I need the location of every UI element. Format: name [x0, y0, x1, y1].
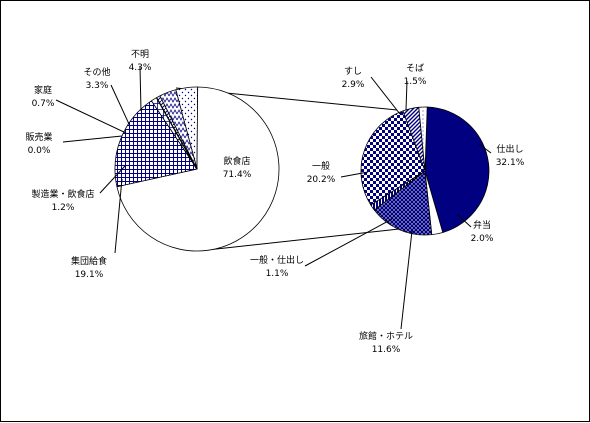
secondary-pie-slice-2	[373, 170, 433, 236]
main-pie	[114, 86, 280, 252]
main-pie-label-1: 集団給食	[71, 255, 107, 267]
main-pie-value-0: 71.4%	[223, 170, 252, 180]
secondary-pie-label-1: 弁当	[473, 219, 491, 231]
main-pie-value-5: 3.3%	[86, 81, 109, 91]
main-pie-slice-1	[114, 100, 198, 188]
secondary-pie-label-2: 旅館・ホテル	[359, 330, 413, 342]
secondary-pie-slice-6	[418, 106, 428, 172]
secondary-pie-value-6: 1.5%	[404, 77, 427, 87]
secondary-pie-leader-1	[457, 214, 472, 228]
secondary-pie-slice-4	[360, 110, 426, 206]
secondary-pie-label-5: すし	[344, 66, 362, 77]
main-pie-leader-4	[55, 99, 127, 134]
secondary-pie-slice-0	[424, 106, 490, 233]
secondary-pie-label-0: 仕出し	[496, 143, 523, 155]
main-pie-leader-1	[114, 178, 123, 254]
secondary-pie-leader-3	[304, 218, 393, 267]
secondary-pie-leader-4	[340, 171, 369, 178]
secondary-pie-leader-6	[405, 80, 408, 111]
main-pie-value-2: 1.2%	[52, 203, 75, 213]
main-pie-value-1: 19.1%	[75, 270, 104, 280]
main-pie-label-6: 不明	[131, 49, 149, 60]
main-pie-label-2: 製造業・飲食店	[31, 188, 94, 200]
main-pie-value-3: 0.0%	[28, 146, 51, 156]
secondary-pie-leader-2	[400, 230, 413, 330]
main-pie-leader-5	[110, 84, 130, 125]
secondary-pie-value-0: 32.1%	[496, 158, 525, 168]
main-pie-leader-6	[139, 66, 142, 112]
main-pie-label-3: 販売業	[25, 131, 52, 143]
secondary-pie-leader-0	[478, 143, 492, 154]
secondary-pie-value-3: 1.1%	[266, 269, 289, 279]
data-labels: 飲食店 71.4% 集団給食 19.1% 製造業・飲食店 1.2% 販売業 0.0% 家庭 0.7…	[25, 49, 524, 355]
main-pie-leader-3	[62, 135, 123, 143]
secondary-pie-label-6: そば	[406, 63, 424, 74]
main-pie-label-4: 家庭	[34, 84, 52, 96]
main-pie-label-0: 飲食店	[223, 155, 250, 167]
secondary-pie	[360, 106, 490, 236]
secondary-pie-value-5: 2.9%	[342, 80, 365, 90]
leader-lines	[55, 66, 492, 330]
secondary-pie-leader-5	[370, 76, 401, 115]
main-pie-value-6: 4.3%	[129, 63, 152, 73]
main-pie-value-4: 0.7%	[32, 99, 55, 109]
main-pie-label-5: その他	[83, 66, 110, 78]
secondary-pie-value-1: 2.0%	[471, 234, 494, 244]
secondary-pie-value-4: 20.2%	[307, 175, 336, 185]
main-pie-slice-0	[116, 86, 280, 252]
secondary-pie-label-3: 一般・仕出し	[250, 254, 304, 266]
main-pie-leader-2	[99, 165, 126, 194]
secondary-pie-label-4: 一般	[312, 160, 330, 172]
main-pie-slice-5	[159, 89, 198, 170]
secondary-pie-value-2: 11.6%	[372, 345, 401, 355]
